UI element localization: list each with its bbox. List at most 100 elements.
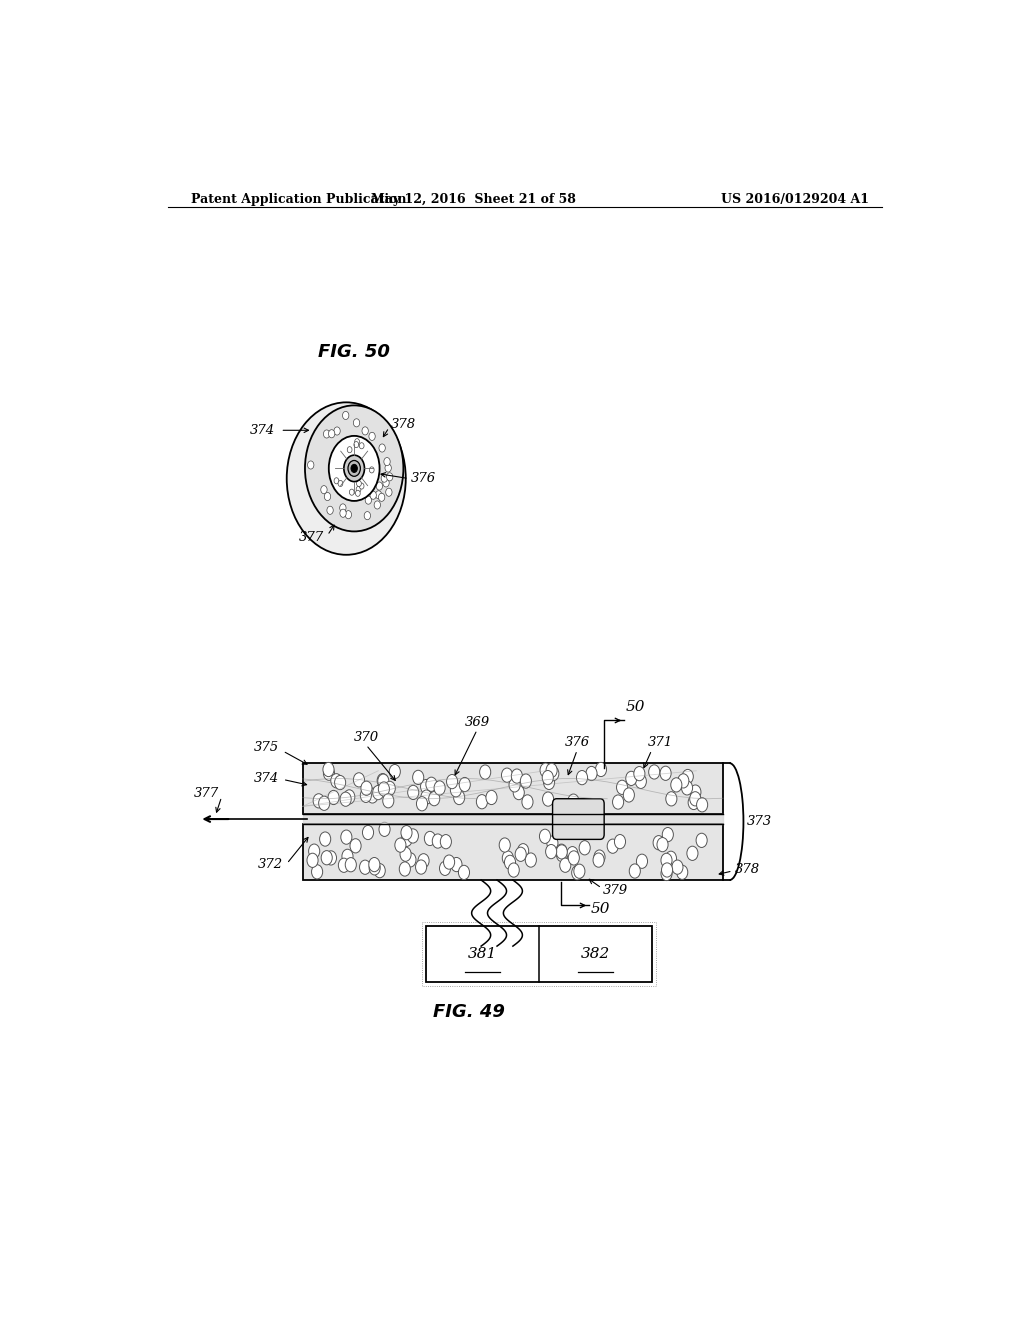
Circle shape — [367, 788, 378, 803]
FancyBboxPatch shape — [553, 799, 604, 840]
Circle shape — [386, 473, 393, 480]
Circle shape — [586, 767, 597, 780]
Circle shape — [426, 777, 437, 792]
Circle shape — [567, 846, 578, 861]
Circle shape — [344, 789, 355, 804]
Bar — [422, 921, 655, 986]
Circle shape — [329, 436, 380, 500]
Circle shape — [672, 861, 683, 874]
Text: 381: 381 — [468, 946, 497, 961]
Circle shape — [443, 855, 455, 869]
Circle shape — [369, 858, 380, 871]
Circle shape — [560, 858, 570, 873]
Circle shape — [440, 834, 452, 849]
Circle shape — [634, 767, 645, 780]
Circle shape — [338, 858, 349, 873]
Text: FIG. 49: FIG. 49 — [433, 1003, 505, 1022]
Circle shape — [321, 486, 327, 494]
Circle shape — [366, 496, 372, 504]
Circle shape — [421, 789, 432, 804]
Circle shape — [635, 775, 646, 788]
Circle shape — [351, 465, 357, 473]
Circle shape — [459, 777, 470, 792]
Circle shape — [319, 832, 331, 846]
Circle shape — [614, 834, 626, 849]
Circle shape — [662, 863, 673, 876]
Circle shape — [331, 774, 342, 788]
Circle shape — [439, 861, 451, 875]
Circle shape — [359, 442, 365, 449]
Circle shape — [326, 851, 337, 865]
Circle shape — [374, 863, 385, 878]
Circle shape — [361, 426, 369, 436]
Circle shape — [307, 461, 314, 469]
Circle shape — [546, 763, 557, 777]
Circle shape — [648, 764, 659, 779]
Circle shape — [341, 830, 352, 845]
Circle shape — [417, 797, 428, 810]
Circle shape — [666, 851, 677, 866]
Text: 371: 371 — [648, 737, 673, 750]
Text: FIG. 50: FIG. 50 — [318, 342, 390, 360]
Text: 374: 374 — [254, 772, 279, 785]
Circle shape — [424, 832, 435, 846]
Circle shape — [348, 461, 360, 477]
Circle shape — [386, 488, 392, 496]
Circle shape — [381, 474, 387, 482]
Circle shape — [389, 764, 400, 779]
Circle shape — [404, 853, 416, 867]
Circle shape — [540, 763, 551, 777]
Circle shape — [313, 793, 325, 808]
Circle shape — [377, 774, 388, 788]
Bar — [303, 763, 723, 814]
Circle shape — [503, 851, 513, 865]
Circle shape — [327, 506, 333, 515]
Circle shape — [660, 866, 672, 880]
Circle shape — [307, 853, 318, 867]
Circle shape — [429, 792, 439, 805]
Circle shape — [677, 865, 688, 879]
Circle shape — [556, 845, 567, 859]
Circle shape — [607, 840, 618, 853]
Circle shape — [499, 838, 510, 853]
Text: 50: 50 — [626, 700, 645, 714]
Circle shape — [454, 791, 465, 805]
Circle shape — [418, 854, 429, 867]
Circle shape — [561, 822, 572, 836]
Circle shape — [379, 822, 390, 837]
Circle shape — [359, 861, 371, 874]
Circle shape — [511, 770, 522, 783]
Circle shape — [520, 774, 531, 788]
Circle shape — [451, 858, 462, 871]
Circle shape — [653, 836, 665, 850]
Circle shape — [356, 486, 360, 492]
Circle shape — [624, 788, 635, 803]
Circle shape — [696, 797, 708, 812]
Circle shape — [629, 863, 640, 878]
Circle shape — [353, 418, 359, 426]
Circle shape — [612, 795, 624, 809]
Circle shape — [690, 792, 700, 807]
Circle shape — [334, 478, 339, 484]
Circle shape — [626, 771, 637, 785]
Circle shape — [385, 463, 391, 473]
Circle shape — [544, 775, 555, 789]
Circle shape — [682, 770, 693, 784]
Circle shape — [593, 853, 604, 867]
Circle shape — [338, 480, 343, 487]
Circle shape — [663, 828, 674, 842]
Circle shape — [459, 866, 470, 879]
Circle shape — [370, 491, 377, 499]
Circle shape — [340, 792, 351, 807]
Circle shape — [556, 847, 567, 862]
Circle shape — [378, 774, 389, 788]
Circle shape — [660, 766, 671, 780]
Circle shape — [340, 504, 346, 512]
Circle shape — [637, 854, 647, 869]
Circle shape — [350, 838, 361, 853]
Circle shape — [421, 779, 432, 793]
Circle shape — [324, 430, 330, 438]
Circle shape — [325, 492, 331, 500]
Circle shape — [305, 405, 403, 532]
Circle shape — [690, 785, 701, 799]
